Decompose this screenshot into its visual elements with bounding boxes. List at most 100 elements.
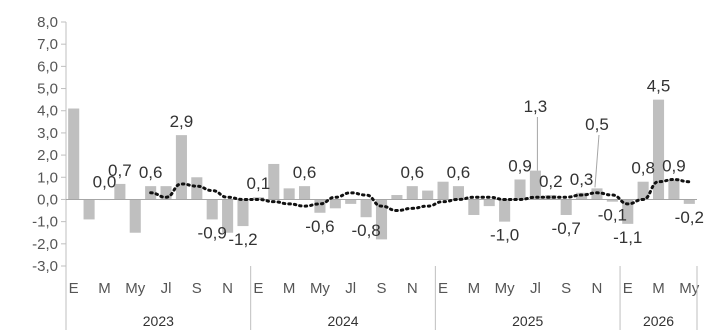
data-label: 0,7 — [108, 161, 132, 180]
bar — [468, 199, 480, 215]
x-tick-label: N — [222, 280, 233, 297]
bar — [406, 186, 418, 200]
bar — [114, 183, 126, 200]
bar — [683, 199, 695, 204]
x-tick-label: E — [253, 280, 263, 297]
data-label: -0,8 — [351, 221, 380, 240]
bar — [329, 199, 341, 209]
bar — [529, 170, 541, 200]
y-tick-label: 3,0 — [37, 125, 58, 142]
bar — [422, 190, 434, 200]
bar — [175, 135, 187, 200]
data-label: 0,6 — [400, 163, 424, 182]
y-tick-label: -3,0 — [32, 258, 58, 275]
y-tick-label: -2,0 — [32, 236, 58, 253]
x-tick-label: S — [561, 280, 571, 297]
bar — [299, 186, 311, 200]
y-tick-label: 2,0 — [37, 147, 58, 164]
x-tick-label: E — [438, 280, 448, 297]
y-tick-label: 5,0 — [37, 81, 58, 98]
data-label: -0,6 — [305, 217, 334, 236]
x-tick-label: M — [98, 280, 111, 297]
y-tick-label: 7,0 — [37, 36, 58, 53]
x-tick-label: My — [495, 280, 515, 297]
y-axis: 8,0 7,0 6,0 5,0 4,0 3,0 2,0 1,0 0,0 -1,0 -2,0 -3,0 — [32, 14, 67, 275]
data-label: 2,9 — [170, 112, 194, 131]
data-label: -0,7 — [552, 219, 581, 238]
data-label: 0,3 — [570, 170, 594, 189]
x-tick-label: N — [592, 280, 603, 297]
data-label: -0,1 — [598, 206, 627, 225]
bar — [268, 163, 280, 200]
bar — [483, 199, 495, 207]
bar — [652, 99, 665, 200]
y-tick-label: 0,0 — [37, 191, 58, 208]
data-label: 0,9 — [662, 156, 686, 175]
bar — [206, 199, 218, 220]
x-tick-label: My — [310, 280, 330, 297]
x-tick-label: Jl — [530, 280, 541, 297]
data-label: 0,6 — [293, 163, 317, 182]
bar — [668, 179, 680, 200]
bar — [345, 199, 357, 204]
bar — [283, 188, 295, 200]
leader-line — [594, 134, 600, 188]
year-label: 2024 — [327, 313, 358, 329]
data-labels: 0,00,7 0,6 2,9 -0,9 -1,2 0,1 0,6 -0,6 -0,8 0,6 0,6… — [93, 77, 704, 249]
bar — [68, 108, 80, 200]
bar — [191, 177, 203, 200]
year-label: 2025 — [512, 313, 543, 329]
bar — [375, 199, 388, 240]
trend-line — [149, 177, 691, 213]
x-tick-label: My — [125, 280, 145, 297]
data-label: 0,6 — [447, 163, 471, 182]
x-tick-label: M — [468, 280, 481, 297]
bar — [437, 181, 449, 200]
data-label: 4,5 — [647, 77, 671, 96]
bar — [129, 199, 141, 233]
year-label: 2026 — [643, 313, 674, 329]
data-label: 0,9 — [508, 156, 532, 175]
bar — [606, 199, 618, 202]
data-label: 0,2 — [539, 172, 563, 191]
bar — [452, 186, 464, 200]
x-tick-label: E — [69, 280, 79, 297]
x-tick-label: N — [407, 280, 418, 297]
trend-line-path — [149, 177, 691, 213]
x-tick-label: Jl — [345, 280, 356, 297]
data-label: -1,2 — [228, 230, 257, 249]
data-label: -0,2 — [675, 208, 704, 227]
bar — [160, 186, 172, 200]
x-tick-label: My — [679, 280, 699, 297]
year-label: 2023 — [143, 313, 174, 329]
x-tick-label: E — [623, 280, 633, 297]
bar — [391, 195, 403, 200]
x-tick-label: M — [652, 280, 665, 297]
y-tick-label: 4,0 — [37, 103, 58, 120]
x-tick-label: S — [376, 280, 386, 297]
bar — [314, 199, 326, 213]
bar — [360, 199, 372, 218]
bar — [637, 181, 649, 200]
bar — [622, 199, 634, 224]
y-tick-label: -1,0 — [32, 214, 58, 231]
bar — [514, 179, 526, 200]
bar — [499, 199, 511, 222]
data-label: 0,1 — [247, 174, 271, 193]
data-label: 0,5 — [585, 115, 609, 134]
bar — [237, 199, 249, 227]
y-tick-label: 1,0 — [37, 169, 58, 186]
data-label: -0,9 — [198, 223, 227, 242]
data-label: -1,0 — [490, 226, 519, 245]
x-tick-label: M — [283, 280, 296, 297]
x-axis: E M My Jl S N E M My Jl S N E M My Jl S N E M My 2023 2024 2025… — [65, 266, 700, 330]
y-tick-label: 6,0 — [37, 58, 58, 75]
data-label: 1,3 — [524, 97, 548, 116]
x-tick-label: S — [192, 280, 202, 297]
y-tick-label: 8,0 — [37, 14, 58, 31]
data-label: 0,6 — [139, 163, 163, 182]
data-label: 0,8 — [631, 159, 655, 178]
bar — [222, 199, 234, 233]
x-tick-label: Jl — [161, 280, 172, 297]
